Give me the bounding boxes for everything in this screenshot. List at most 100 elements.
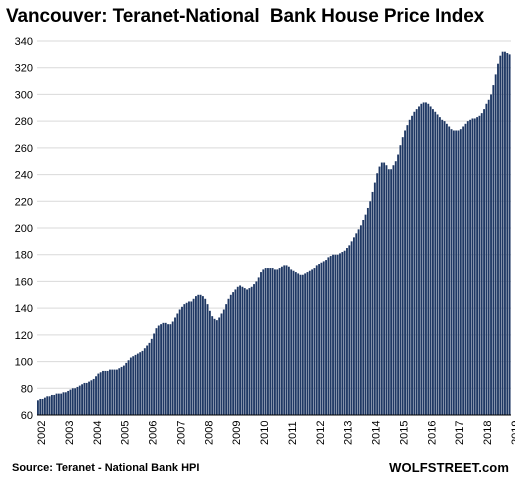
bar	[508, 54, 511, 416]
bar	[304, 273, 307, 415]
bar	[311, 269, 314, 415]
x-tick-label: 2010	[259, 421, 271, 445]
x-tick-label: 2012	[315, 421, 327, 445]
bar	[234, 289, 237, 415]
bars	[37, 51, 511, 416]
bar	[299, 274, 302, 415]
bar	[445, 123, 448, 415]
bar	[334, 254, 337, 415]
x-tick-label: 2009	[231, 421, 243, 445]
bar	[415, 109, 418, 416]
bar	[357, 229, 360, 415]
bar	[359, 225, 362, 415]
bar	[480, 113, 483, 415]
bar	[301, 274, 304, 415]
bar	[473, 118, 476, 415]
bar	[155, 328, 158, 415]
bar	[420, 103, 423, 415]
bar	[464, 123, 467, 415]
bar	[485, 103, 488, 415]
bar	[373, 182, 376, 415]
bar	[380, 162, 383, 415]
bar	[490, 94, 492, 416]
y-tick-label: 200	[15, 223, 33, 235]
bar	[139, 352, 142, 415]
bar	[146, 345, 149, 415]
bar	[346, 248, 348, 415]
bar	[487, 99, 490, 416]
x-tick-label: 2018	[482, 421, 494, 445]
bar	[438, 117, 441, 415]
bar	[185, 302, 188, 415]
bar	[283, 265, 286, 415]
bar	[134, 354, 137, 415]
bar	[241, 286, 244, 415]
bar	[106, 370, 109, 415]
bar	[67, 390, 70, 415]
y-tick-label: 240	[15, 170, 33, 182]
bar	[390, 169, 393, 415]
bar	[448, 126, 451, 416]
bar	[483, 109, 485, 416]
bar	[269, 268, 272, 415]
bar	[457, 130, 460, 416]
bar	[432, 109, 434, 416]
x-tick-label: 2017	[454, 421, 466, 445]
brand-logo-text: WOLFSTREET.com	[389, 460, 509, 475]
bar	[46, 396, 49, 415]
bar	[78, 385, 81, 415]
bar	[325, 260, 327, 415]
bar	[406, 125, 409, 416]
bar	[397, 154, 400, 416]
bar	[174, 317, 176, 415]
bar	[104, 370, 107, 415]
bar	[313, 268, 316, 415]
bar	[260, 272, 262, 415]
x-tick-label: 2005	[120, 421, 132, 445]
bar	[171, 321, 174, 415]
bar	[329, 256, 332, 415]
bar	[327, 257, 330, 415]
bar	[143, 348, 146, 415]
bar	[404, 130, 406, 416]
bar	[227, 298, 230, 415]
bar	[290, 269, 293, 415]
bar	[274, 269, 276, 415]
bar	[350, 241, 353, 415]
bar	[127, 360, 130, 415]
bar	[394, 161, 397, 415]
bar	[348, 245, 351, 415]
bar	[183, 304, 186, 415]
bar	[208, 310, 211, 415]
bar	[292, 270, 295, 415]
bar	[113, 369, 116, 415]
bar	[339, 253, 341, 415]
bar	[450, 129, 453, 415]
bar	[111, 369, 114, 415]
bar	[434, 111, 437, 415]
bar	[362, 219, 365, 415]
bar	[109, 369, 111, 415]
bar	[436, 114, 439, 416]
bar	[190, 301, 193, 415]
bar	[160, 324, 163, 415]
bar	[81, 384, 84, 415]
bar	[74, 388, 77, 415]
bar	[497, 63, 499, 416]
y-tick-label: 300	[15, 89, 33, 101]
bar	[64, 392, 67, 415]
bar	[164, 322, 167, 415]
x-tick-label: 2002	[36, 421, 48, 445]
x-tick-label: 2016	[426, 421, 438, 445]
bar	[236, 286, 239, 415]
bar	[176, 313, 179, 415]
bar	[141, 350, 144, 415]
bar	[504, 51, 506, 415]
y-tick-label: 80	[21, 383, 33, 395]
bar	[401, 137, 404, 416]
bar	[150, 338, 153, 415]
bar	[129, 357, 132, 415]
y-tick-label: 140	[15, 303, 33, 315]
bar	[411, 115, 413, 416]
